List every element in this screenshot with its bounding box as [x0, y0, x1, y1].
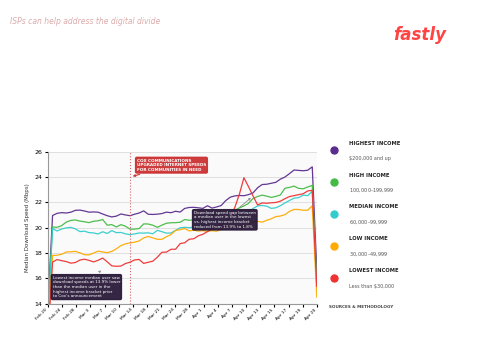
Text: $60,000–$99,999: $60,000–$99,999	[349, 219, 388, 226]
Text: HIGH INCOME: HIGH INCOME	[349, 172, 390, 178]
Text: COX COMMUNICATIONS
UPGRADED INTERNET SPEEDS
FOR COMMUNITIES IN NEED: COX COMMUNICATIONS UPGRADED INTERNET SPE…	[134, 159, 206, 176]
Text: LOWEST INCOME: LOWEST INCOME	[349, 268, 399, 273]
Text: Lowest income median user saw
download speeds at 13.9% lower
than the median use: Lowest income median user saw download s…	[52, 271, 120, 298]
Text: LOW INCOME: LOW INCOME	[349, 236, 388, 241]
Text: $100,000–$199,999: $100,000–$199,999	[349, 187, 395, 194]
Text: $200,000 and up: $200,000 and up	[349, 156, 391, 161]
Text: ISPs can help address the digital divide: ISPs can help address the digital divide	[11, 17, 161, 26]
Y-axis label: Median Download Speed (Mbps): Median Download Speed (Mbps)	[25, 183, 30, 272]
Text: fastly: fastly	[393, 26, 446, 44]
Text: SOURCES & METHODOLOGY: SOURCES & METHODOLOGY	[329, 305, 394, 309]
Text: $30,000–$49,999: $30,000–$49,999	[349, 251, 388, 258]
Text: HIGHEST INCOME: HIGHEST INCOME	[349, 141, 401, 146]
Text: Download speed gap between
a median user in the lowest
vs. highest income bracke: Download speed gap between a median user…	[194, 198, 256, 229]
Text: MEDIAN INCOME: MEDIAN INCOME	[349, 205, 399, 209]
Text: Less than $30,000: Less than $30,000	[349, 284, 395, 289]
Text: Cox Communications median download speed by income: Cox Communications median download speed…	[11, 43, 385, 57]
